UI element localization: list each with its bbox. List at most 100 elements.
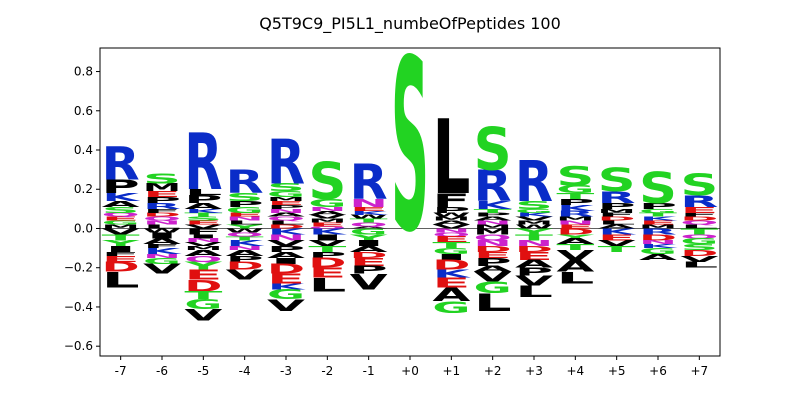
- logo-letter--2-neg-L: L: [308, 274, 346, 296]
- logo-letter--3-neg-N: N: [267, 233, 305, 242]
- logo-letter--3-pos-L: L: [267, 220, 305, 226]
- logo-letter-+5-neg-E: E: [598, 233, 636, 242]
- logo-letter-+1-neg-T: T: [432, 241, 470, 250]
- logo-letter-+4-neg-Y: Y: [556, 233, 595, 239]
- logo-letter-+1-neg-G: G: [432, 298, 470, 317]
- logo-letter-+7-pos-Q: Q: [680, 219, 718, 225]
- logo-letter-+2-pos-K: K: [474, 199, 513, 212]
- logo-letter--3-neg-E: E: [267, 271, 305, 287]
- logo-letter-+4-pos-E: E: [556, 224, 594, 230]
- logo-letter-+6-pos-P: P: [639, 201, 677, 210]
- logo-letter-+6-neg-R: R: [639, 227, 677, 236]
- logo-letter--3-neg-P: P: [267, 245, 305, 254]
- logo-letter--6-neg-K: K: [144, 247, 183, 256]
- logo-letter-+1-neg-I: I: [432, 253, 470, 262]
- logo-letter--5-neg-Q: Q: [184, 254, 222, 264]
- logo-letter-+2-pos-T: T: [474, 208, 512, 214]
- x-tick-label: +2: [484, 364, 502, 378]
- logo-letter--7-neg-L: L: [102, 267, 140, 292]
- x-tick-label: -6: [156, 364, 168, 378]
- logo-letter--4-neg-P: P: [226, 254, 264, 263]
- logo-letter-+7-pos-D: D: [680, 216, 718, 222]
- x-tick-label: -2: [321, 364, 333, 378]
- logo-letter--5-pos-K: K: [185, 208, 223, 214]
- logo-letter-+7-neg-L: L: [680, 260, 718, 269]
- logo-letter-+1-neg-G: G: [432, 246, 470, 255]
- logo-letter--1-neg-E: E: [350, 256, 388, 268]
- x-tick-label: +1: [442, 364, 460, 378]
- logo-letter-+5-neg-K: K: [598, 227, 637, 236]
- logo-letter--3-neg-A: A: [267, 251, 306, 260]
- logo-letter-+1-pos-V: V: [432, 224, 470, 230]
- logo-letter-+4-pos-M: M: [556, 216, 594, 222]
- logo-letter-+1-pos-M: M: [432, 216, 470, 222]
- logo-letter--5-pos-S: S: [184, 216, 222, 222]
- logo-letter-+5-pos-L: L: [598, 220, 636, 226]
- logo-letter--7-pos-P: P: [102, 176, 140, 198]
- logo-letter--6-pos-M: M: [143, 181, 181, 194]
- logo-letter--5-neg-E: E: [184, 267, 222, 283]
- chart-title: Q5T9C9_PI5L1_numbeOfPeptides 100: [259, 14, 561, 33]
- logo-letter--2-pos-Q: Q: [308, 226, 346, 229]
- logo-letter--2-neg-K: K: [309, 227, 348, 236]
- logo-letter--7-pos-R: R: [102, 138, 140, 191]
- logo-letter-+1-neg-E: E: [432, 275, 470, 291]
- x-tick-label: +4: [566, 364, 584, 378]
- logo-letter--3-pos-G: G: [267, 190, 305, 199]
- logo-letter--3-pos-M: M: [267, 196, 305, 202]
- logo-letter--5-pos-V: V: [184, 224, 222, 230]
- logo-letter-+1-neg-N: N: [432, 227, 470, 233]
- logo-letter-+3-pos-G: G: [515, 208, 553, 214]
- logo-letter--1-neg-P: P: [350, 264, 388, 277]
- logo-letter--3-neg-G: G: [267, 287, 305, 303]
- logo-letter-+2-neg-M: M: [474, 227, 512, 237]
- logo-letter--6-pos-F: F: [143, 208, 181, 214]
- logo-letter-+4-pos-R: R: [556, 209, 594, 218]
- logo-letter-+4-pos-P: P: [556, 198, 594, 207]
- y-tick-label: −0.2: [64, 261, 93, 275]
- logo-letter--3-neg-K: K: [268, 282, 307, 291]
- x-tick-label: -1: [363, 364, 375, 378]
- logo-letter--4-pos-E: E: [226, 212, 264, 218]
- logo-letter-+3-neg-L: L: [515, 282, 553, 301]
- logo-letter-+2-neg-Q: Q: [474, 233, 512, 243]
- x-tick-label: -3: [280, 364, 292, 378]
- logo-letter--2-pos-N: N: [308, 206, 346, 212]
- logo-letter--5-neg-V: V: [184, 241, 222, 247]
- logo-letter--1-neg-V: V: [350, 269, 389, 294]
- logo-letter--7-neg-Y: Y: [101, 239, 140, 249]
- logo-letter--2-neg-P: P: [308, 251, 346, 260]
- x-tick-label: +5: [608, 364, 626, 378]
- logo-letter-+1-neg-Q: Q: [432, 231, 470, 237]
- logo-letter-+7-pos-R: R: [680, 192, 718, 211]
- logo-letter-+1-pos-F: F: [432, 189, 470, 211]
- logo-letter--4-neg-W: W: [226, 227, 264, 233]
- logo-letter-+2-neg-E: E: [474, 251, 512, 260]
- logo-letter--6-pos-R: R: [143, 202, 181, 211]
- logo-letter-+3-neg-P: P: [515, 266, 553, 279]
- logo-letter--4-neg-A: A: [226, 249, 265, 258]
- logo-letter-+2-neg-A: A: [474, 264, 513, 273]
- logo-letter--6-pos-P: P: [143, 196, 181, 205]
- logo-letter--3-neg-D: D: [267, 261, 305, 277]
- logo-letter-+4-pos-G: G: [556, 183, 594, 195]
- logo-letter-+7-neg-G: G: [680, 237, 718, 246]
- logo-letter-+3-pos-S: S: [515, 199, 553, 211]
- logo-letter--6-neg-G: G: [143, 256, 181, 265]
- y-tick-label: 0.2: [74, 182, 93, 196]
- logo-letter--6-pos-L: L: [143, 224, 181, 230]
- logo-letter--2-neg-E: E: [308, 265, 346, 281]
- logo-letter--7-neg-I: I: [102, 245, 140, 254]
- logo-letter-+2-pos-R: R: [474, 161, 512, 211]
- logo-letter-+3-pos-K: K: [516, 212, 554, 218]
- logo-letter-+3-neg-D: D: [515, 244, 553, 254]
- logo-letter-+3-neg-N: N: [515, 239, 553, 248]
- logo-letter-+5-pos-S: S: [598, 162, 636, 200]
- logo-letter-+7-neg-V: V: [680, 255, 719, 264]
- logo-letter--7-pos-A: A: [102, 200, 141, 209]
- logo-letter-+7-pos-S: S: [680, 168, 718, 203]
- logo-letter--7-neg-E: E: [102, 255, 140, 264]
- logo-letter--7-pos-M: M: [102, 224, 140, 230]
- logo-letter--5-neg-I: I: [184, 233, 222, 239]
